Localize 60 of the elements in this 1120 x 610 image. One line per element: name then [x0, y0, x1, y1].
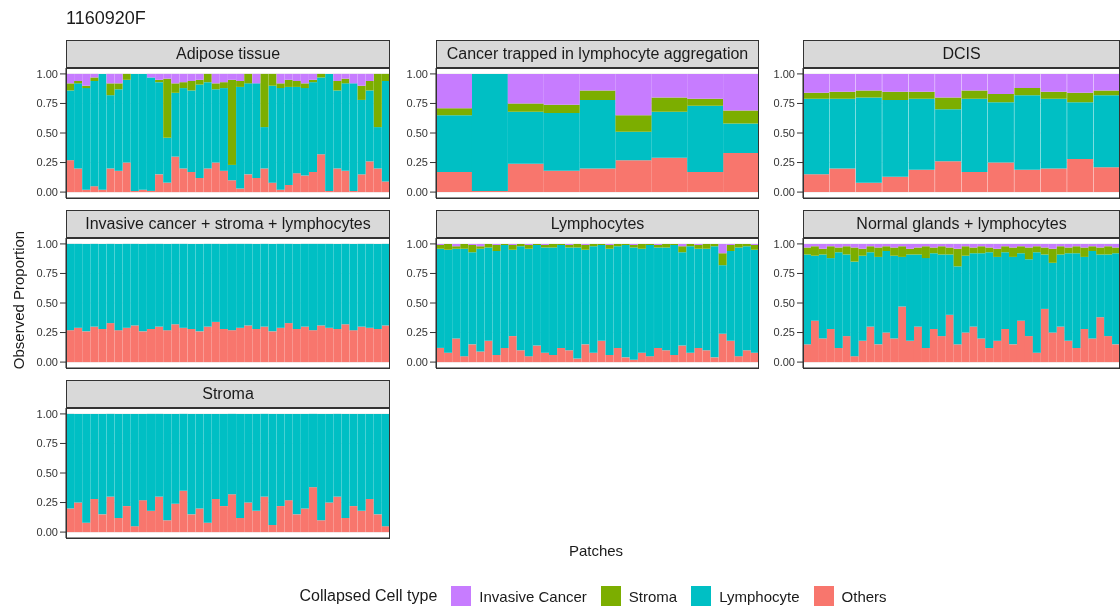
legend-title: Collapsed Cell type [299, 587, 438, 605]
y-tick-label: 0.50 [36, 466, 58, 479]
bar [436, 108, 472, 116]
y-tick-label: 0.75 [773, 267, 795, 280]
y-tick-label: 0.00 [773, 186, 795, 198]
y-tick-label: 0.00 [36, 526, 58, 538]
y-tick-label: 0.25 [406, 156, 428, 169]
bar [678, 246, 687, 253]
text: 1160920F [66, 8, 146, 29]
bar [718, 253, 727, 266]
y-tick-label: 1.00 [773, 67, 795, 80]
y-tick-label: 0.75 [36, 97, 58, 110]
chart-title: Cancer trapped in lymphocyte aggregation [446, 45, 749, 63]
y-tick-label: 0.75 [36, 267, 58, 280]
legend-label: Others [841, 587, 887, 605]
y-tick-label: 0.00 [773, 356, 795, 368]
bar [579, 90, 616, 100]
y-axis-title: Observed Proportion [9, 230, 27, 370]
y-tick-label: 0.50 [406, 126, 428, 139]
y-tick-label: 0.00 [36, 356, 58, 368]
bar [252, 73, 261, 84]
y-tick-label: 0.75 [773, 97, 795, 110]
chart-title: Stroma [202, 385, 254, 403]
bar [615, 115, 652, 132]
y-tick-label: 0.50 [773, 126, 795, 139]
bar [90, 77, 99, 81]
y-tick-label: 0.25 [36, 496, 58, 509]
y-tick-label: 0.25 [406, 326, 428, 339]
legend-label: Stroma [628, 587, 678, 605]
chart-title: DCIS [942, 45, 981, 63]
y-tick-label: 0.75 [406, 97, 428, 110]
chart-title: Invasive cancer + stroma + lymphocytes [85, 215, 371, 233]
y-tick-label: 0.25 [36, 326, 58, 339]
y-tick-label: 1.00 [773, 237, 795, 250]
bar [436, 73, 472, 109]
y-tick-label: 1.00 [36, 237, 58, 250]
bar [723, 110, 759, 124]
y-tick-label: 0.50 [36, 126, 58, 139]
chart-title: Normal glands + lymphocytes [856, 215, 1067, 233]
y-tick-label: 0.50 [406, 296, 428, 309]
y-tick-label: 0.50 [36, 296, 58, 309]
y-tick-label: 0.00 [36, 186, 58, 198]
y-tick-label: 0.25 [36, 156, 58, 169]
legend-label: Invasive Cancer [479, 587, 587, 605]
legend-label: Lymphocyte [719, 587, 800, 605]
y-tick-label: 0.25 [773, 156, 795, 169]
y-tick-label: 0.75 [406, 267, 428, 280]
bar [122, 73, 131, 80]
y-tick-label: 1.00 [36, 67, 58, 80]
y-tick-label: 0.00 [406, 186, 428, 198]
y-tick-label: 0.50 [773, 296, 795, 309]
y-tick-label: 0.25 [773, 326, 795, 339]
y-tick-label: 0.75 [36, 437, 58, 450]
chart-title: Lymphocytes [550, 215, 645, 233]
chart-title: Adipose tissue [175, 45, 281, 63]
y-tick-label: 0.00 [406, 356, 428, 368]
y-tick-label: 1.00 [406, 67, 428, 80]
y-tick-label: 1.00 [36, 407, 58, 420]
y-tick-label: 1.00 [406, 237, 428, 250]
x-axis-title: Patches [568, 542, 624, 559]
